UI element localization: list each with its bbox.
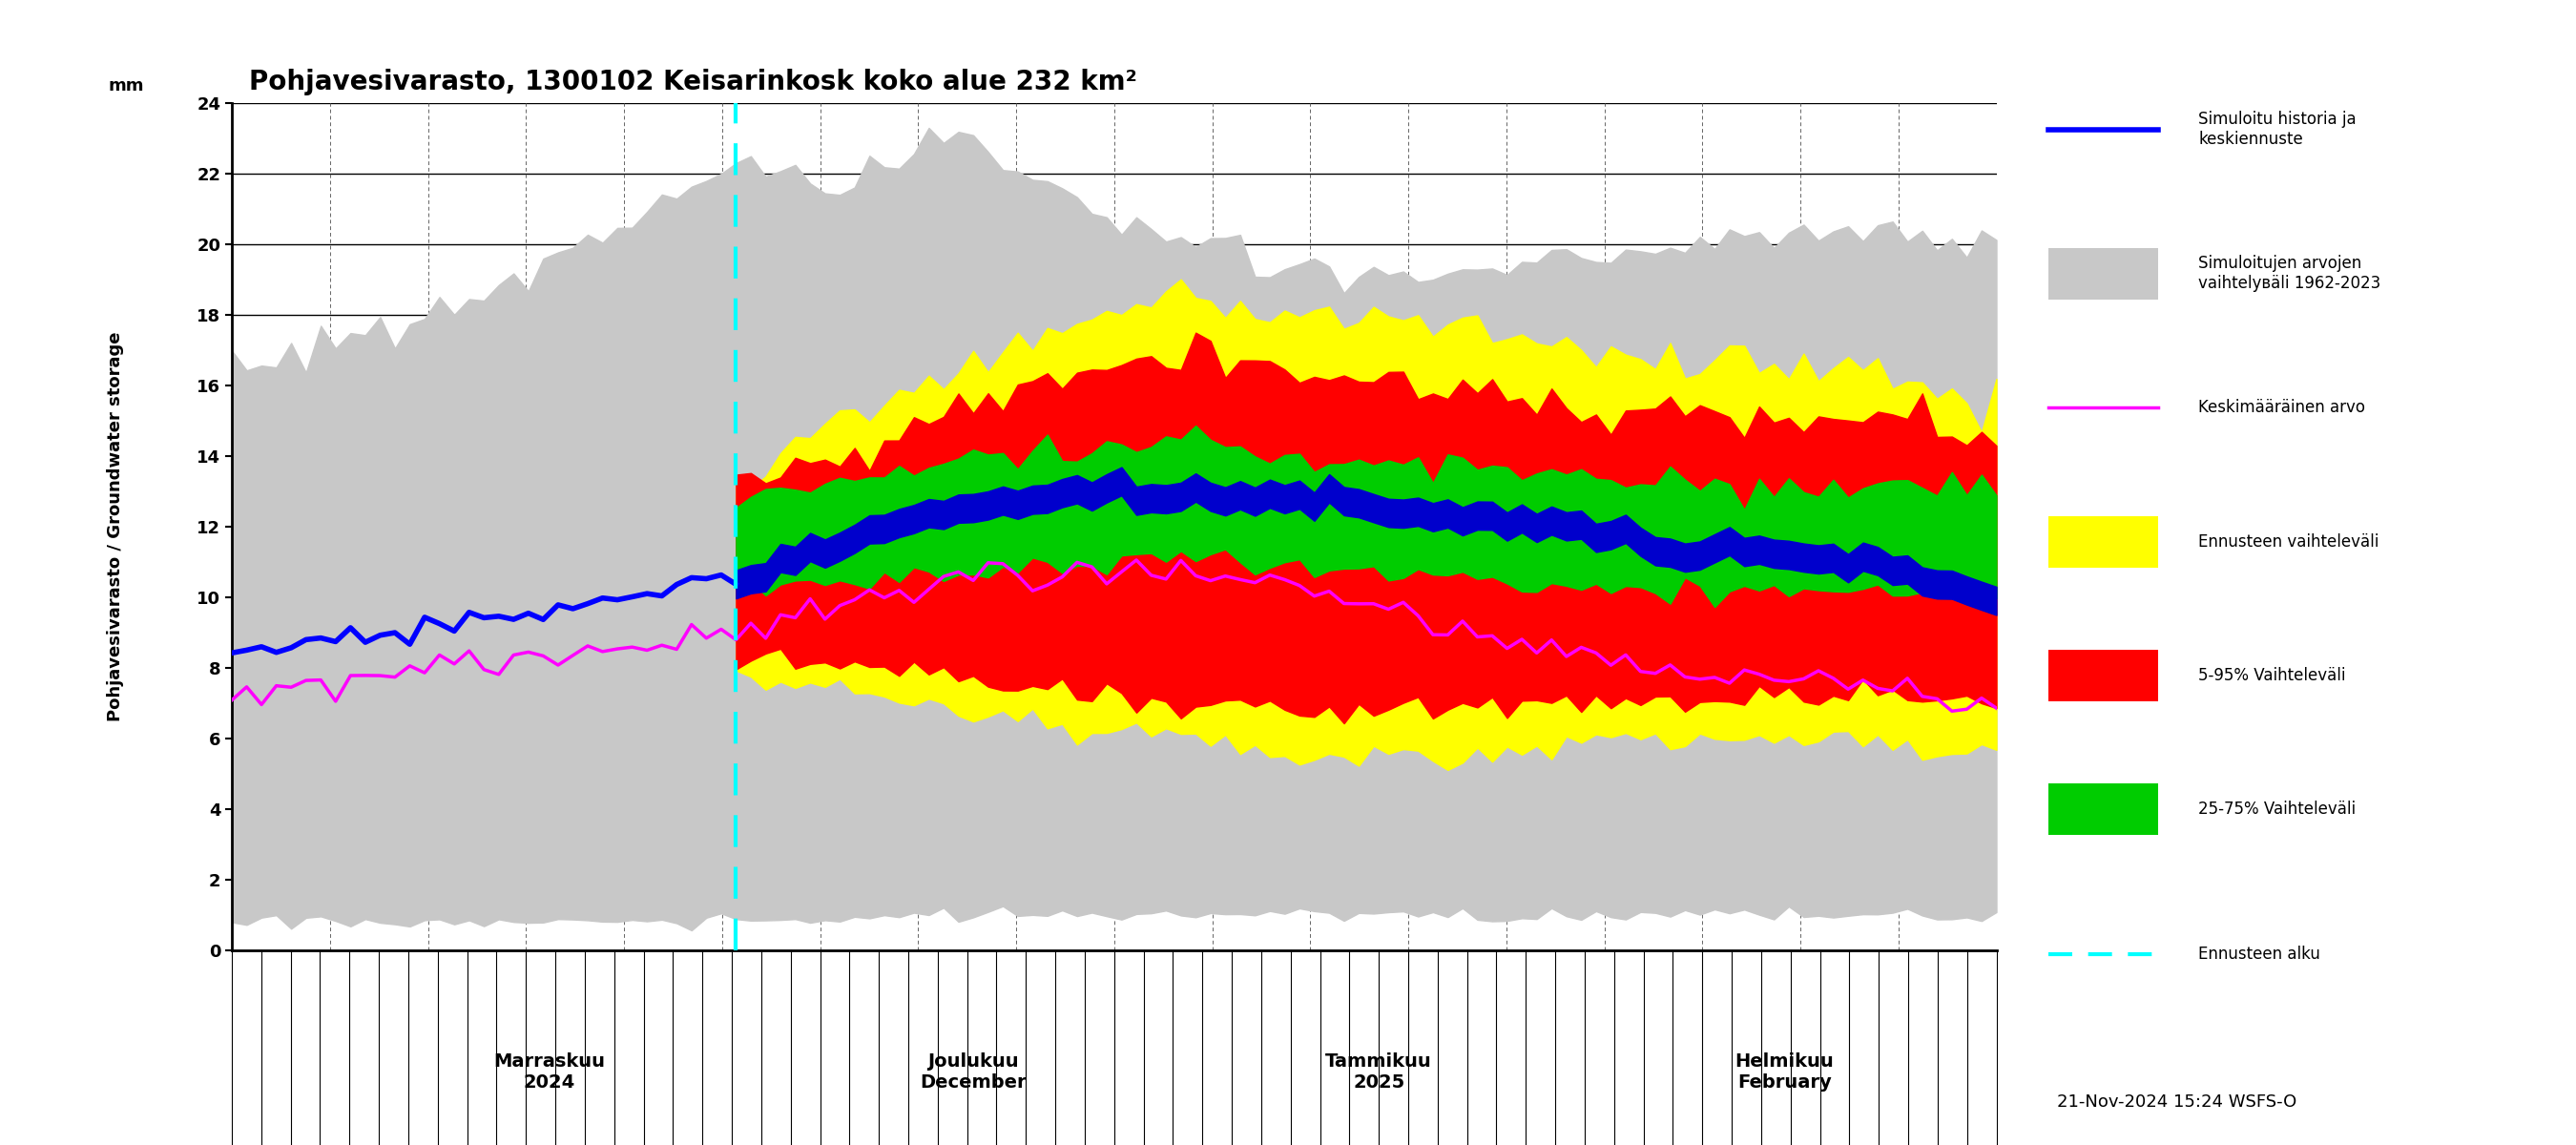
- Text: Pohjavesivarasto, 1300102 Keisarinkosk koko alue 232 km²: Pohjavesivarasto, 1300102 Keisarinkosk k…: [250, 69, 1139, 95]
- Text: 25-75% Vaihteleväli: 25-75% Vaihteleväli: [2197, 802, 2357, 818]
- Text: mm: mm: [108, 78, 144, 95]
- Text: Ennusteen vaihteleväli: Ennusteen vaihteleväli: [2197, 534, 2380, 551]
- Text: 21-Nov-2024 15:24 WSFS-O: 21-Nov-2024 15:24 WSFS-O: [2056, 1093, 2298, 1111]
- FancyBboxPatch shape: [2048, 515, 2159, 567]
- Text: Ennusteen alku: Ennusteen alku: [2197, 946, 2321, 962]
- Y-axis label: Pohjavesivarasto / Groundwater storage: Pohjavesivarasto / Groundwater storage: [106, 332, 124, 721]
- Text: Keskimääräinen arvo: Keskimääräinen arvo: [2197, 398, 2365, 416]
- Text: Marraskuu
2024: Marraskuu 2024: [495, 1052, 605, 1091]
- Text: Helmikuu
February: Helmikuu February: [1736, 1052, 1834, 1091]
- FancyBboxPatch shape: [2048, 649, 2159, 701]
- Text: Joulukuu
December: Joulukuu December: [920, 1052, 1025, 1091]
- Text: Simuloitujen arvojen
vaihtelувäli 1962-2023: Simuloitujen arvojen vaihtelувäli 1962-2…: [2197, 255, 2380, 292]
- Text: Tammikuu
2025: Tammikuu 2025: [1327, 1052, 1432, 1091]
- FancyBboxPatch shape: [2048, 247, 2159, 299]
- Text: Simuloitu historia ja
keskiennuste: Simuloitu historia ja keskiennuste: [2197, 111, 2357, 148]
- FancyBboxPatch shape: [2048, 783, 2159, 836]
- Text: 5-95% Vaihteleväli: 5-95% Vaihteleväli: [2197, 666, 2347, 684]
